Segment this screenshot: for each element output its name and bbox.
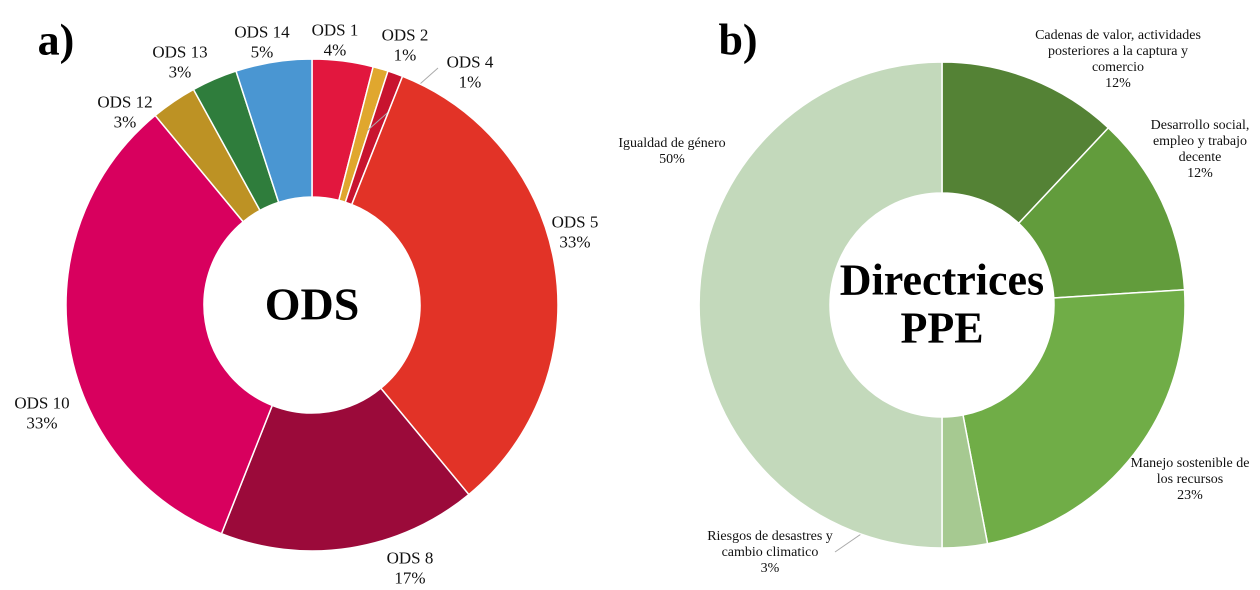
category-label: ODS 14 bbox=[234, 22, 290, 42]
slice-label: ODS 10 33% bbox=[2, 393, 82, 432]
donut-slice bbox=[962, 288, 1186, 545]
donut-slice bbox=[698, 61, 943, 549]
slice-label: ODS 1 4% bbox=[295, 20, 375, 59]
category-label: Cadenas de valor, actividades posteriore… bbox=[1035, 27, 1201, 75]
value-label: 17% bbox=[394, 568, 426, 587]
panel-label: b) bbox=[718, 15, 758, 65]
slice-label: ODS 8 17% bbox=[370, 548, 450, 587]
category-label: ODS 4 bbox=[446, 52, 494, 72]
value-label: 3% bbox=[113, 112, 137, 131]
slice-label: ODS 5 33% bbox=[535, 212, 615, 251]
value-label: 33% bbox=[26, 413, 58, 432]
category-label: ODS 13 bbox=[152, 42, 208, 62]
donut-slice bbox=[350, 75, 559, 496]
value-label: 12% bbox=[1187, 166, 1213, 182]
value-label: 3% bbox=[760, 561, 780, 577]
donut-slice bbox=[235, 58, 313, 204]
slice-label: Desarrollo social, empleo y trabajo dece… bbox=[1135, 118, 1260, 182]
category-label: Riesgos de desastres y cambio climatico bbox=[707, 528, 833, 560]
category-label: ODS 2 bbox=[381, 25, 429, 45]
value-label: 50% bbox=[659, 152, 685, 167]
slice-label: ODS 13 3% bbox=[140, 42, 220, 81]
value-label: 33% bbox=[559, 232, 591, 251]
value-label: 1% bbox=[393, 45, 417, 64]
panel-label: a) bbox=[37, 15, 75, 65]
category-label: Desarrollo social, empleo y trabajo dece… bbox=[1150, 117, 1250, 165]
value-label: 3% bbox=[168, 62, 192, 81]
value-label: 1% bbox=[458, 72, 482, 91]
donut-slice bbox=[65, 114, 274, 535]
category-label: ODS 12 bbox=[97, 92, 153, 112]
donut-slice bbox=[941, 61, 1110, 225]
donut-slice bbox=[220, 387, 470, 552]
value-label: 23% bbox=[1177, 488, 1203, 504]
category-label: ODS 10 bbox=[14, 393, 70, 413]
slice-label: Igualdad de género 50% bbox=[607, 136, 737, 168]
slice-label: ODS 2 1% bbox=[365, 25, 445, 64]
center-label: Directrices PPE bbox=[839, 255, 1045, 353]
slice-label: Manejo sostenible de los recursos 23% bbox=[1125, 456, 1255, 504]
slice-label: ODS 12 3% bbox=[85, 92, 165, 131]
center-label: ODS bbox=[264, 278, 360, 330]
category-label: Manejo sostenible de los recursos bbox=[1130, 455, 1250, 487]
value-label: 5% bbox=[250, 42, 274, 61]
slice-label: ODS 4 1% bbox=[430, 52, 510, 91]
value-label: 12% bbox=[1105, 76, 1131, 92]
donut-slice bbox=[1017, 126, 1186, 299]
category-label: Igualdad de género bbox=[618, 135, 726, 151]
category-label: ODS 8 bbox=[386, 548, 434, 568]
value-label: 4% bbox=[323, 40, 347, 59]
slice-label: ODS 14 5% bbox=[222, 22, 302, 61]
category-label: ODS 5 bbox=[551, 212, 599, 232]
slice-label: Riesgos de desastres y cambio climatico 3… bbox=[690, 529, 850, 577]
category-label: ODS 1 bbox=[311, 20, 359, 40]
slice-label: Cadenas de valor, actividades posteriore… bbox=[1033, 28, 1203, 92]
